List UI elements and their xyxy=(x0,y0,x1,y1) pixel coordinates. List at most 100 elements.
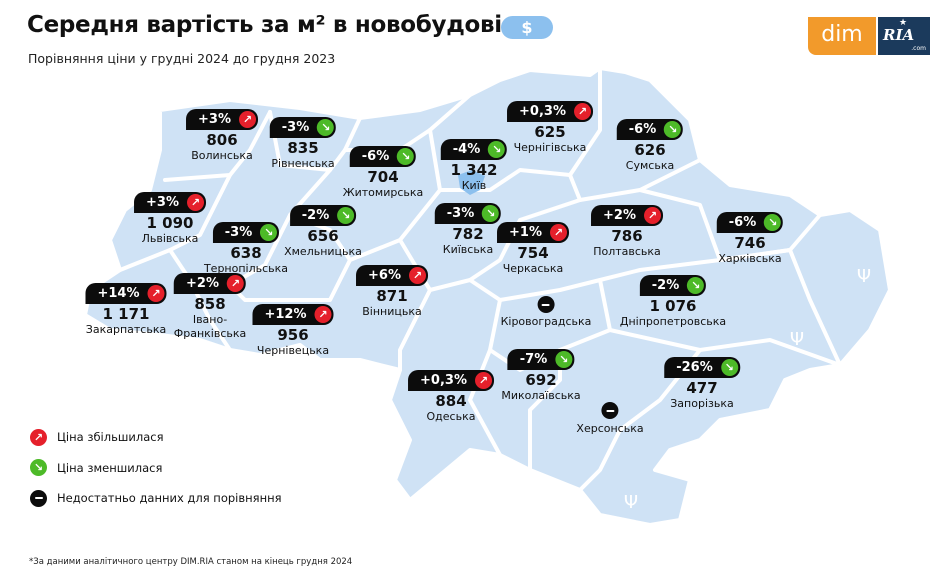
legend-item-decrease: ↘ Ціна зменшилася xyxy=(30,459,282,477)
change-value: +2% xyxy=(186,276,219,291)
region-zaporizka: -26% ↘ 477 Запорізька xyxy=(664,356,740,411)
legend-label: Ціна зменшилася xyxy=(57,460,163,475)
price-value: 656 xyxy=(307,227,339,245)
legend-label: Недостатньо данних для порівняння xyxy=(57,491,282,505)
change-badge: -7% ↘ xyxy=(507,349,575,370)
change-badge: -6% ↘ xyxy=(349,146,417,167)
logo-ria: ★ RIA .com xyxy=(878,17,930,55)
region-khersonska: Херсонська xyxy=(576,397,644,436)
change-badge: -6% ↘ xyxy=(616,119,684,140)
region-name: Закарпатська xyxy=(85,323,167,336)
change-value: -4% xyxy=(452,142,481,157)
region-name: Миколаївська xyxy=(501,389,581,402)
arrow-up-right-icon: ↗ xyxy=(474,372,492,389)
region-name: Чернігівська xyxy=(513,141,587,154)
arrow-down-right-icon: ↘ xyxy=(687,277,705,294)
price-value: 786 xyxy=(611,227,643,245)
arrow-down-right-icon: ↘ xyxy=(488,141,506,158)
trident-icon: Ψ xyxy=(857,266,871,287)
kyiv-city-shape xyxy=(458,170,485,195)
arrow-down-right-icon: ↘ xyxy=(317,119,335,136)
region-kyivska: -3% ↘ 782 Київська xyxy=(434,202,502,257)
price-value: 1 090 xyxy=(146,214,194,232)
arrow-up-right-icon: ↗ xyxy=(30,428,47,446)
change-badge: +14% ↗ xyxy=(85,283,167,304)
arrow-up-right-icon: ↗ xyxy=(238,111,256,128)
change-value: -6% xyxy=(728,215,757,230)
region-kharkivska: -6% ↘ 746 Харківська xyxy=(716,211,784,266)
region-name: Одеська xyxy=(426,410,476,423)
map-legend: ↗ Ціна збільшилася ↘ Ціна зменшилася Нед… xyxy=(30,428,282,520)
star-icon: ★ xyxy=(899,18,908,28)
region-name: Запорізька xyxy=(670,397,734,410)
change-value: -2% xyxy=(651,278,680,293)
price-value: 625 xyxy=(534,123,566,141)
region-kyiv-city: -4% ↘ 1 342 Київ xyxy=(440,138,508,193)
change-badge: -6% ↘ xyxy=(716,212,784,233)
region-chernivetska: +12% ↗ 956 Чернівецька xyxy=(252,303,334,358)
no-data-icon xyxy=(30,489,47,507)
change-value: -3% xyxy=(281,120,310,135)
region-cherkaska: +1% ↗ 754 Черкаська xyxy=(497,221,569,276)
change-value: -3% xyxy=(446,206,475,221)
region-name: Франківська xyxy=(173,327,247,340)
arrow-down-right-icon: ↘ xyxy=(397,148,415,165)
change-badge: -26% ↘ xyxy=(664,357,740,378)
region-lvivska: +3% ↗ 1 090 Львівська xyxy=(134,191,206,246)
change-badge: -3% ↘ xyxy=(269,117,337,138)
region-rivnenska: -3% ↘ 835 Рівненська xyxy=(269,116,337,171)
region-chernihivska: +0,3% ↗ 625 Чернігівська xyxy=(507,100,593,155)
arrow-up-right-icon: ↗ xyxy=(186,194,204,211)
change-badge: +6% ↗ xyxy=(356,265,428,286)
region-name: Полтавська xyxy=(593,245,661,258)
price-value: 1 076 xyxy=(649,297,697,315)
price-value: 835 xyxy=(287,139,319,157)
price-value: 754 xyxy=(517,244,549,262)
price-value: 1 171 xyxy=(102,305,150,323)
region-name: Черкаська xyxy=(502,262,564,275)
change-badge: -4% ↘ xyxy=(440,139,508,160)
arrow-up-right-icon: ↗ xyxy=(226,275,244,292)
region-name: Харківська xyxy=(718,252,782,265)
change-badge: +0,3% ↗ xyxy=(507,101,593,122)
arrow-down-right-icon: ↘ xyxy=(337,207,355,224)
arrow-down-right-icon: ↘ xyxy=(555,351,573,368)
region-dnipropetrovska: -2% ↘ 1 076 Дніпропетровська xyxy=(620,274,726,329)
region-name: Хмельницька xyxy=(284,245,362,258)
change-badge: +2% ↗ xyxy=(174,273,246,294)
change-badge: -3% ↘ xyxy=(434,203,502,224)
region-zakarpatska: +14% ↗ 1 171 Закарпатська xyxy=(85,282,167,337)
region-name: Тернопільська xyxy=(203,262,289,275)
region-volynska: +3% ↗ 806 Волинська xyxy=(186,108,258,163)
legend-item-increase: ↗ Ціна збільшилася xyxy=(30,428,282,446)
dim-ria-logo: dim ★ RIA .com xyxy=(808,17,930,55)
price-value: 638 xyxy=(230,244,262,262)
change-badge: -3% ↘ xyxy=(212,222,280,243)
region-name: Волинська xyxy=(191,149,253,162)
change-value: +3% xyxy=(146,195,179,210)
arrow-down-right-icon: ↘ xyxy=(260,224,278,241)
price-value: 884 xyxy=(435,392,467,410)
page-title: Середня вартість за м² в новобудові xyxy=(27,12,502,38)
region-mykolaivska: -7% ↘ 692 Миколаївська xyxy=(501,348,581,403)
change-value: +3% xyxy=(198,112,231,127)
region-name: Дніпропетровська xyxy=(619,315,727,328)
change-value: +6% xyxy=(368,268,401,283)
change-value: +0,3% xyxy=(519,104,566,119)
arrow-down-right-icon: ↘ xyxy=(482,205,500,222)
source-footnote: *За даними аналітичного центру DIM.RIA с… xyxy=(29,557,353,567)
region-name: Київ xyxy=(461,179,487,192)
legend-label: Ціна збільшилася xyxy=(57,430,164,444)
change-badge: +3% ↗ xyxy=(186,109,258,130)
change-badge: +0,3% ↗ xyxy=(408,370,494,391)
change-value: -26% xyxy=(676,360,713,375)
region-name: Львівська xyxy=(141,232,199,245)
arrow-down-right-icon: ↘ xyxy=(664,121,682,138)
no-data-icon xyxy=(601,402,619,420)
arrow-down-right-icon: ↘ xyxy=(720,359,738,376)
region-ternopilska: -3% ↘ 638 Тернопільська xyxy=(204,221,288,276)
price-value: 746 xyxy=(734,234,766,252)
change-value: +12% xyxy=(264,307,307,322)
logo-ria-suffix: .com xyxy=(911,45,926,52)
